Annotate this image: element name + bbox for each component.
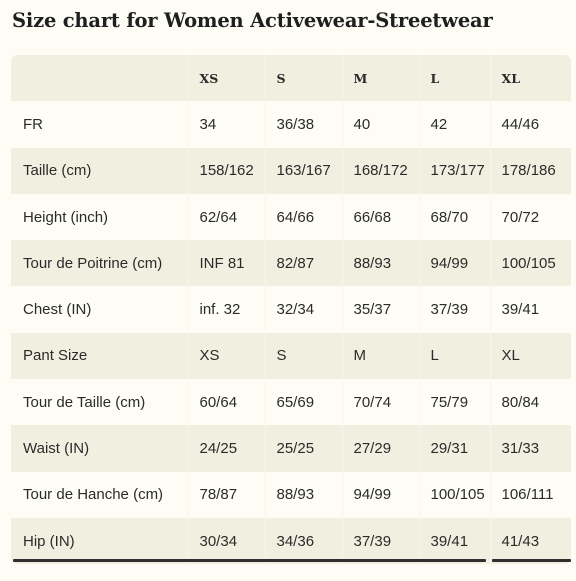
row-label: Tour de Taille (cm) — [11, 379, 189, 426]
size-value-cell: 68/70 — [419, 193, 491, 241]
size-value-cell: 100/105 — [419, 471, 491, 518]
size-value-cell: 80/84 — [501, 393, 540, 411]
size-value-cell: 30/34 — [188, 517, 266, 564]
size-value-cell: 158/162 — [188, 147, 266, 194]
row-label: Hip (IN) — [11, 517, 189, 564]
size-value-cell: INF 81 — [188, 240, 266, 287]
header-cell-s: S — [265, 55, 343, 102]
size-value-cell: S — [265, 332, 343, 380]
size-value-cell: 31/33 — [490, 425, 571, 472]
size-value-cell: 32/34 — [265, 286, 343, 333]
size-value-cell: 60/64 — [188, 379, 266, 426]
size-value-cell: 36/38 — [265, 101, 343, 148]
size-value-cell: 106/111 — [501, 486, 554, 504]
table-row: Taille (cm) 158/162 163/167 168/172 173/177 1… — [11, 147, 571, 194]
size-value-cell: 64/66 — [265, 193, 343, 241]
size-value-cell: M — [342, 332, 420, 380]
size-value-cell: 24/25 — [188, 425, 266, 472]
table-row: Tour de Poitrine (cm) INF 81 82/87 88/93 94/… — [11, 240, 571, 287]
table-row: Pant Size XS S M L XL — [11, 332, 571, 380]
size-value-cell: 78/87 — [188, 471, 266, 518]
table-bottom-rule-end — [492, 559, 571, 562]
size-value-cell: L — [419, 332, 491, 380]
size-value-cell: 35/37 — [342, 286, 420, 333]
table-row: Tour de Hanche (cm) 78/87 88/93 94/99 100/10… — [11, 471, 571, 518]
header-cell-xs: XS — [188, 55, 266, 102]
size-value-cell: 70/74 — [342, 379, 420, 426]
row-label: Pant Size — [11, 332, 189, 380]
table-row: Height (inch) 62/64 64/66 66/68 68/70 70/72 — [11, 193, 571, 241]
size-value-cell: 39/41 — [419, 517, 491, 564]
size-value-cell: 25/25 — [265, 425, 343, 472]
size-value-cell: 62/64 — [188, 193, 266, 241]
size-value-cell: 94/99 — [419, 240, 491, 287]
size-value-cell: XS — [188, 332, 266, 380]
row-label: FR — [11, 101, 189, 148]
size-value-cell: 40 — [342, 101, 420, 148]
size-value-cell: 70/72 — [501, 208, 540, 226]
row-label: Tour de Poitrine (cm) — [11, 240, 189, 287]
table-row: Waist (IN) 24/25 25/25 27/29 29/31 31/33 — [11, 425, 571, 472]
size-value-cell: 178/186 — [490, 147, 571, 194]
header-cell-l: L — [419, 55, 491, 102]
size-value-cell: 88/93 — [342, 240, 420, 287]
size-value-cell: 44/46 — [501, 115, 540, 133]
size-value-cell: 75/79 — [419, 379, 491, 426]
row-label: Waist (IN) — [11, 425, 189, 472]
size-value-cell: 34 — [188, 101, 266, 148]
size-value-cell: 88/93 — [265, 471, 343, 518]
size-value-cell: 66/68 — [342, 193, 420, 241]
size-chart-table-container: XS S M L XL FR 34 36/38 40 42 44/46 Taille (cm… — [11, 55, 571, 564]
size-value-cell: 27/29 — [342, 425, 420, 472]
header-cell-corner — [11, 55, 189, 102]
size-value-cell: 41/43 — [490, 517, 571, 564]
header-cell-xl: XL — [490, 55, 571, 102]
row-label: Height (inch) — [11, 193, 189, 241]
row-label: Taille (cm) — [11, 147, 189, 194]
size-value-cell: 39/41 — [501, 301, 540, 319]
size-value-cell: 42 — [419, 101, 491, 148]
size-value-cell: 173/177 — [419, 147, 491, 194]
table-row: Tour de Taille (cm) 60/64 65/69 70/74 75/79 8… — [11, 379, 571, 426]
size-value-cell: 65/69 — [265, 379, 343, 426]
table-row: Hip (IN) 30/34 34/36 37/39 39/41 41/43 — [11, 517, 571, 564]
size-value-cell: XL — [490, 332, 571, 380]
size-value-cell: 100/105 — [490, 240, 571, 287]
page-title: Size chart for Women Activewear-Streetwe… — [12, 9, 493, 32]
size-value-cell: 94/99 — [342, 471, 420, 518]
row-label: Chest (IN) — [11, 286, 189, 333]
size-value-cell: 37/39 — [419, 286, 491, 333]
size-value-cell: inf. 32 — [188, 286, 266, 333]
size-value-cell: 82/87 — [265, 240, 343, 287]
size-value-cell: 163/167 — [265, 147, 343, 194]
table-row: FR 34 36/38 40 42 44/46 — [11, 101, 571, 148]
size-chart-table: XS S M L XL FR 34 36/38 40 42 44/46 Taille (cm… — [11, 55, 571, 564]
size-value-cell: 34/36 — [265, 517, 343, 564]
table-body: FR 34 36/38 40 42 44/46 Taille (cm) 158/162 163/… — [11, 101, 571, 564]
table-bottom-rule — [13, 559, 486, 562]
table-row: Chest (IN) inf. 32 32/34 35/37 37/39 39/41 — [11, 286, 571, 333]
row-label: Tour de Hanche (cm) — [11, 471, 189, 518]
size-value-cell: 168/172 — [342, 147, 420, 194]
header-cell-m: M — [342, 55, 420, 102]
size-value-cell: 29/31 — [419, 425, 491, 472]
size-value-cell: 37/39 — [342, 517, 420, 564]
table-header-row: XS S M L XL — [11, 55, 571, 102]
